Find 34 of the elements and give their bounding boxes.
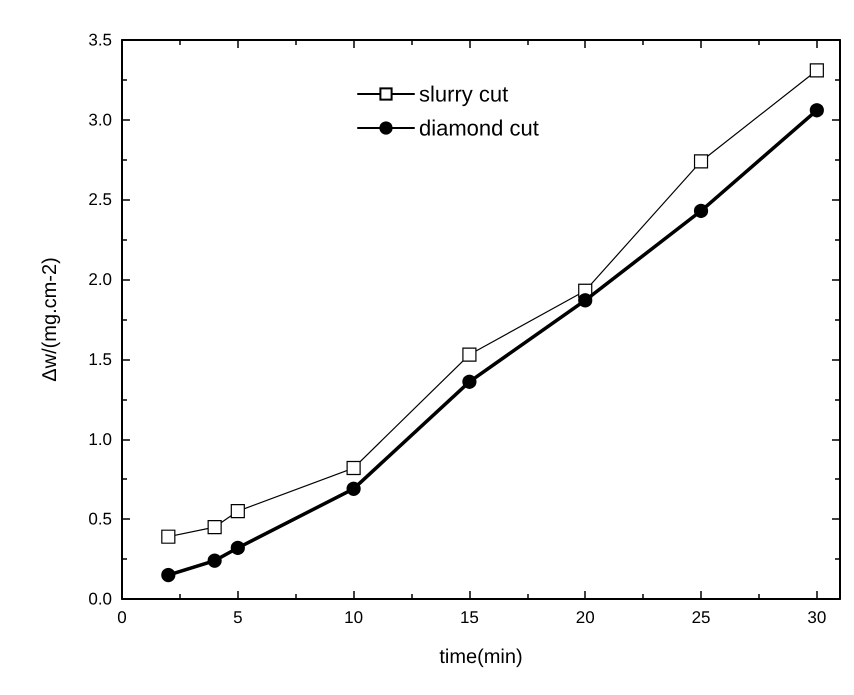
point: [694, 154, 708, 168]
point: [694, 204, 708, 218]
point: [161, 530, 176, 544]
point: [462, 374, 477, 389]
point: [578, 293, 592, 308]
y-tick-label: 0.0: [88, 590, 112, 608]
y-tick-label: 3.0: [88, 110, 112, 130]
y-tick-label: 2.5: [88, 190, 112, 210]
x-tick-label: 20: [576, 608, 595, 627]
point: [462, 348, 477, 362]
point: [346, 482, 361, 496]
y-tick-label: 0.5: [88, 510, 112, 529]
point: [230, 540, 245, 555]
point: [208, 520, 222, 534]
y-tick-label: 2.0: [88, 270, 112, 290]
y-tick-label: 3.5: [88, 30, 112, 50]
x-tick-label: 15: [460, 608, 479, 627]
y-tick-label: 1.0: [88, 430, 112, 449]
point: [208, 554, 222, 568]
legend-label: slurry cut: [419, 82, 508, 106]
y-axis-title: Δw/(mg.cm-2): [39, 257, 61, 382]
legend-label: diamond cut: [419, 116, 539, 140]
point: [810, 63, 824, 78]
x-tick-label: 10: [344, 608, 364, 627]
point: [810, 103, 824, 118]
x-tick-label: 25: [692, 608, 710, 627]
x-tick-label: 5: [233, 608, 243, 627]
point: [161, 568, 176, 582]
x-tick-label: 30: [807, 608, 826, 627]
x-axis-title: time(min): [439, 646, 523, 668]
x-tick-label: 0: [117, 608, 127, 627]
y-tick-label: 1.5: [88, 350, 112, 369]
point: [346, 460, 361, 476]
point: [230, 504, 245, 518]
